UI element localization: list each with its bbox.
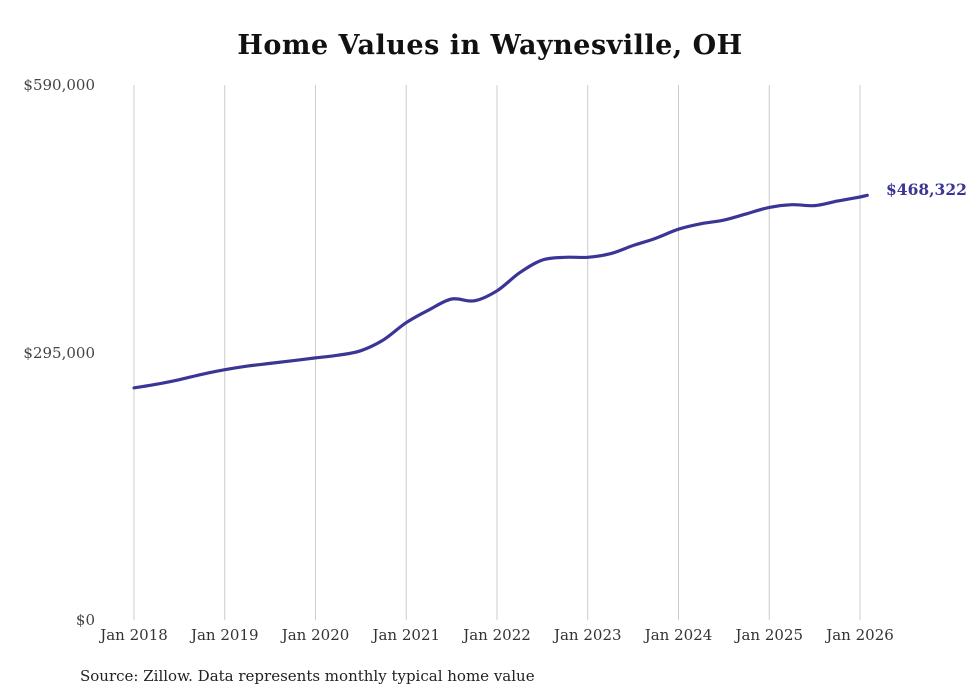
x-axis-label: Jan 2026 <box>826 626 894 644</box>
x-axis-label: Jan 2020 <box>281 626 350 644</box>
source-note: Source: Zillow. Data represents monthly … <box>80 667 535 685</box>
latest-value-label: $468,322 <box>886 180 967 199</box>
x-axis-label: Jan 2024 <box>644 626 713 644</box>
x-axis-label: Jan 2019 <box>190 626 259 644</box>
x-axis-label: Jan 2022 <box>463 626 531 644</box>
x-axis-label: Jan 2018 <box>100 626 168 644</box>
y-axis-label: $590,000 <box>23 76 95 94</box>
y-axis-label: $0 <box>75 611 95 629</box>
x-axis-label: Jan 2023 <box>553 626 622 644</box>
chart-title: Home Values in Waynesville, OH <box>237 30 743 61</box>
home-value-line <box>132 193 869 390</box>
x-axis-label: Jan 2025 <box>735 626 804 644</box>
x-axis-label: Jan 2021 <box>372 626 441 644</box>
y-axis-label: $295,000 <box>23 344 95 362</box>
